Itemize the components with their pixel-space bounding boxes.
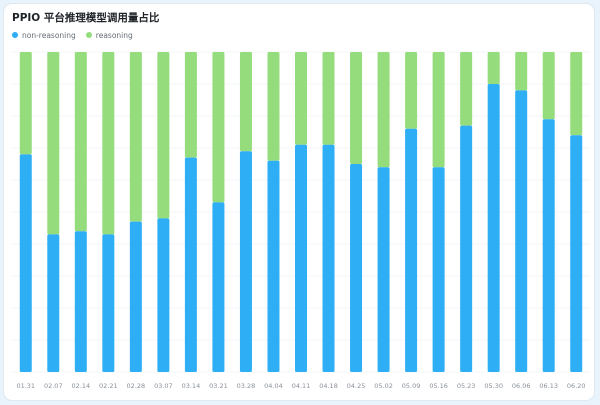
bar-reasoning-02.14[interactable] [74, 52, 87, 232]
x-tick-label: 06.06 [512, 382, 531, 390]
x-tick-label: 03.14 [182, 382, 201, 390]
legend-swatch-non-reasoning [12, 32, 18, 38]
x-tick-label: 02.28 [127, 382, 146, 390]
bar-reasoning-02.07[interactable] [47, 52, 60, 235]
bar-non-reasoning-02.07[interactable] [47, 234, 60, 372]
bar-non-reasoning-03.21[interactable] [212, 202, 225, 372]
bar-non-reasoning-01.31[interactable] [19, 154, 32, 372]
legend-label-non-reasoning: non-reasoning [22, 30, 76, 40]
bar-non-reasoning-03.14[interactable] [184, 157, 197, 372]
x-tick-label: 06.13 [539, 382, 558, 390]
bar-reasoning-03.14[interactable] [184, 52, 197, 158]
bar-reasoning-03.21[interactable] [212, 52, 225, 203]
bar-non-reasoning-04.04[interactable] [267, 160, 280, 372]
chart-title: PPIO 平台推理模型调用量占比 [12, 12, 160, 24]
x-tick-label: 06.20 [567, 382, 586, 390]
bar-reasoning-06.06[interactable] [515, 52, 528, 91]
bar-reasoning-05.09[interactable] [405, 52, 418, 129]
bar-non-reasoning-03.28[interactable] [239, 151, 252, 372]
bar-non-reasoning-02.28[interactable] [129, 221, 142, 372]
bar-reasoning-02.21[interactable] [102, 52, 115, 235]
x-tick-label: 04.11 [292, 382, 311, 390]
x-tick-label: 05.16 [429, 382, 448, 390]
bar-non-reasoning-05.23[interactable] [460, 125, 473, 372]
bar-reasoning-04.25[interactable] [350, 52, 363, 164]
bar-reasoning-03.07[interactable] [157, 52, 170, 219]
bar-reasoning-06.13[interactable] [542, 52, 555, 120]
x-tick-label: 04.18 [319, 382, 338, 390]
x-tick-label: 04.25 [347, 382, 366, 390]
legend-swatch-reasoning [85, 32, 92, 38]
bar-reasoning-04.11[interactable] [295, 52, 307, 145]
bar-non-reasoning-06.06[interactable] [515, 90, 528, 373]
legend-item-non-reasoning[interactable]: non-reasoning [12, 31, 76, 40]
bar-reasoning-05.30[interactable] [487, 52, 500, 84]
bar-reasoning-05.23[interactable] [460, 52, 473, 126]
bar-reasoning-02.28[interactable] [129, 52, 142, 222]
bar-reasoning-04.04[interactable] [267, 52, 280, 161]
x-tick-label: 04.04 [264, 382, 283, 390]
x-tick-label: 03.07 [154, 382, 173, 390]
bar-non-reasoning-04.11[interactable] [295, 144, 307, 372]
bar-reasoning-01.31[interactable] [19, 52, 32, 155]
bar-reasoning-04.18[interactable] [322, 52, 335, 145]
bar-non-reasoning-04.18[interactable] [322, 144, 335, 372]
bar-reasoning-06.20[interactable] [570, 52, 583, 136]
x-tick-label: 05.30 [484, 382, 503, 390]
chart-legend: non-reasoning reasoning [12, 29, 133, 41]
bar-reasoning-05.02[interactable] [377, 52, 390, 168]
x-tick-label: 05.09 [402, 382, 421, 390]
bar-non-reasoning-02.14[interactable] [74, 231, 87, 372]
legend-label-reasoning: reasoning [95, 30, 133, 40]
x-tick-label: 03.21 [209, 382, 228, 390]
x-tick-label: 01.31 [16, 382, 35, 390]
bar-non-reasoning-05.02[interactable] [377, 167, 390, 372]
bar-non-reasoning-02.21[interactable] [102, 234, 115, 372]
bar-reasoning-05.16[interactable] [432, 52, 445, 168]
x-tick-label: 02.07 [44, 382, 63, 390]
x-tick-label: 05.23 [457, 382, 476, 390]
bar-non-reasoning-06.13[interactable] [542, 119, 555, 372]
bar-reasoning-03.28[interactable] [239, 52, 252, 152]
x-tick-label: 02.14 [72, 382, 91, 390]
bar-non-reasoning-05.30[interactable] [487, 84, 500, 372]
x-tick-label: 05.02 [374, 382, 393, 390]
x-tick-label: 03.28 [237, 382, 256, 390]
legend-item-reasoning[interactable]: reasoning [85, 30, 133, 40]
bar-non-reasoning-05.16[interactable] [432, 167, 445, 372]
x-tick-label: 02.21 [99, 382, 118, 390]
bar-non-reasoning-06.20[interactable] [570, 135, 583, 372]
bar-non-reasoning-05.09[interactable] [405, 128, 418, 372]
bar-non-reasoning-04.25[interactable] [350, 164, 363, 372]
bar-non-reasoning-03.07[interactable] [157, 218, 170, 372]
